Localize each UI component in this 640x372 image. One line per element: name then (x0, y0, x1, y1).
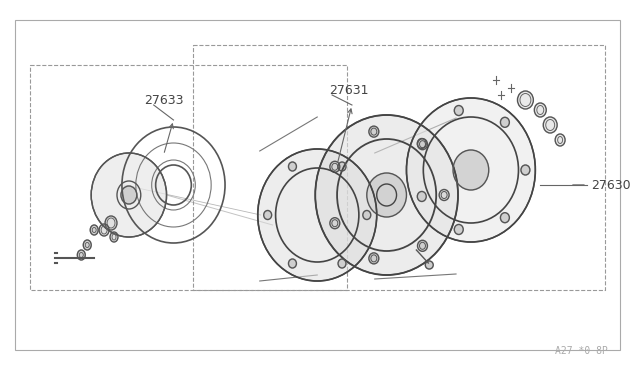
Ellipse shape (417, 139, 428, 150)
Ellipse shape (406, 98, 535, 242)
Text: 27631: 27631 (329, 83, 369, 96)
Ellipse shape (417, 138, 426, 148)
Ellipse shape (439, 189, 449, 201)
Ellipse shape (518, 91, 533, 109)
Ellipse shape (417, 192, 426, 202)
Ellipse shape (105, 216, 117, 230)
Ellipse shape (258, 149, 377, 281)
Ellipse shape (454, 106, 463, 116)
Ellipse shape (426, 261, 433, 269)
Ellipse shape (92, 153, 166, 237)
Ellipse shape (369, 126, 379, 137)
Ellipse shape (555, 134, 565, 146)
Ellipse shape (338, 259, 346, 268)
Ellipse shape (83, 240, 92, 250)
Text: 27630: 27630 (591, 179, 630, 192)
Ellipse shape (330, 218, 340, 229)
Ellipse shape (521, 165, 530, 175)
Ellipse shape (500, 117, 509, 127)
Ellipse shape (454, 224, 463, 234)
Text: 27633: 27633 (144, 93, 183, 106)
Text: A27 *0 8P: A27 *0 8P (555, 346, 608, 356)
Ellipse shape (453, 150, 489, 190)
Ellipse shape (264, 211, 271, 219)
Ellipse shape (316, 115, 458, 275)
Ellipse shape (121, 186, 137, 204)
Ellipse shape (90, 225, 98, 235)
Ellipse shape (338, 162, 346, 171)
Ellipse shape (289, 259, 296, 268)
Ellipse shape (500, 213, 509, 223)
Ellipse shape (369, 253, 379, 264)
Ellipse shape (534, 103, 547, 117)
Ellipse shape (363, 211, 371, 219)
Ellipse shape (367, 173, 406, 217)
Ellipse shape (417, 240, 428, 251)
Ellipse shape (289, 162, 296, 171)
Ellipse shape (543, 117, 557, 133)
Ellipse shape (330, 161, 340, 172)
Ellipse shape (99, 224, 109, 236)
Ellipse shape (110, 232, 118, 242)
Ellipse shape (77, 250, 85, 260)
